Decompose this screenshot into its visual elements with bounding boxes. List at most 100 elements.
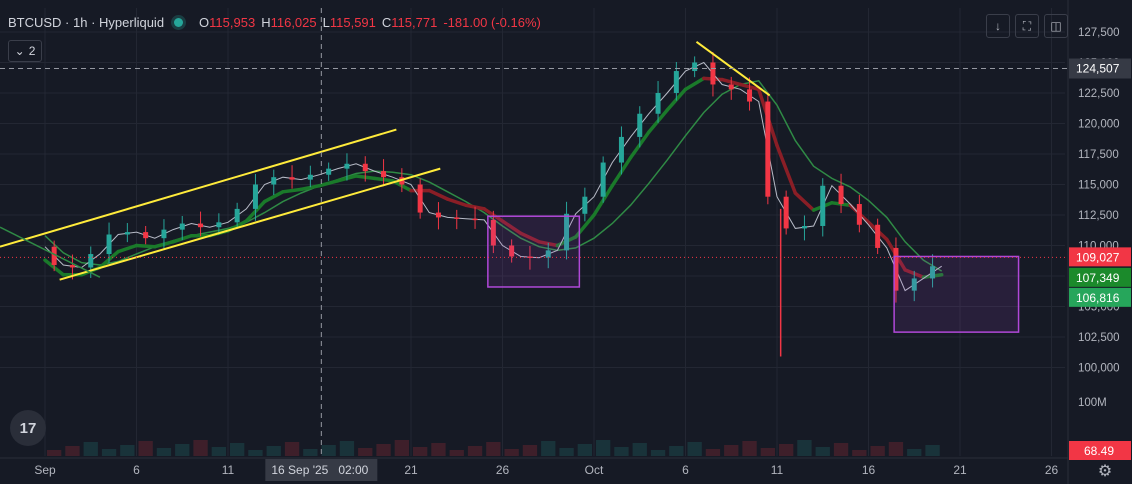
candle-body	[51, 246, 57, 266]
indicators-collapse-button[interactable]: ⌄ 2	[8, 40, 42, 62]
high-value: 116,025	[270, 14, 317, 30]
price-badge-label: 106,816	[1076, 291, 1120, 305]
x-tick-label: Sep	[34, 463, 56, 477]
price-badge	[1069, 267, 1131, 287]
candle-body	[198, 223, 204, 228]
price-badge	[1069, 287, 1131, 307]
volume-bar	[760, 448, 775, 456]
candle-body	[783, 196, 789, 229]
volume-bar	[266, 446, 281, 456]
candle-body	[728, 84, 734, 90]
volume-bar	[742, 441, 757, 456]
volume-bar	[358, 448, 373, 456]
y-tick-label: 100,000	[1078, 363, 1120, 375]
supertrend-segment	[519, 231, 541, 244]
volume-bar	[303, 449, 318, 456]
volume-bar	[833, 443, 849, 456]
volume-bar	[614, 447, 629, 456]
candle-body	[179, 223, 185, 230]
y-tick-label: 115,000	[1078, 180, 1119, 192]
volume-bar	[797, 440, 812, 456]
candle-body	[344, 163, 350, 169]
volume-bar	[193, 440, 208, 456]
candle-body	[600, 162, 606, 197]
candle-body	[692, 62, 698, 72]
volume-bar	[321, 445, 336, 456]
range-box-oct[interactable]	[893, 255, 1020, 333]
channel-upper-line[interactable]	[0, 128, 397, 248]
y-tick-label: 122,500	[1078, 88, 1120, 100]
close-value: 115,771	[391, 14, 438, 30]
x-tick-label: 26	[1045, 463, 1059, 477]
candle-body	[893, 247, 899, 291]
candle-body	[362, 163, 368, 172]
channel-lower-line[interactable]	[59, 167, 441, 281]
volume-bar	[504, 449, 519, 456]
volume-bar	[156, 448, 172, 456]
candle-body	[509, 245, 515, 257]
volume-bar	[486, 442, 501, 456]
crosshair-price-label: 124,507	[1076, 62, 1120, 76]
candle-body	[564, 213, 570, 251]
open-value: 115,953	[209, 14, 256, 30]
volume-bar	[907, 449, 922, 456]
crosshair-date-label: 16 Sep '25	[271, 463, 328, 477]
volume-bar	[596, 440, 611, 456]
arrow-down-icon[interactable]: ↓	[986, 14, 1010, 38]
x-tick-label: 6	[682, 463, 689, 477]
supertrend-segment	[427, 188, 450, 201]
candle-body	[472, 218, 478, 221]
gear-icon[interactable]: ⚙	[1097, 463, 1113, 480]
candle-body	[527, 256, 533, 258]
candle-body	[747, 89, 753, 102]
candle-body	[490, 219, 496, 246]
volume-bar	[870, 446, 885, 456]
candle-body	[106, 234, 112, 255]
x-tick-label: Oct	[585, 463, 604, 477]
volume-bar	[632, 443, 647, 456]
candle-body	[124, 232, 130, 235]
candle-body	[454, 217, 460, 219]
candle-body	[801, 225, 807, 229]
open-label: O	[199, 14, 210, 30]
supertrend-segment	[793, 191, 816, 212]
candle-body	[381, 171, 387, 178]
close-label: C	[381, 14, 392, 30]
tradingview-logo[interactable]: 17	[10, 410, 46, 446]
supertrend-segment	[683, 76, 706, 92]
candle-body	[216, 222, 222, 228]
price-axis[interactable]	[1068, 0, 1132, 484]
volume-bar	[724, 445, 739, 456]
candle-body	[930, 266, 936, 279]
supertrend-segment	[317, 179, 340, 188]
supertrend-segment	[445, 197, 468, 207]
chevron-down-icon: ⌄	[14, 44, 25, 58]
range-box-sep[interactable]	[487, 215, 581, 288]
candle-body	[673, 71, 679, 93]
volume-bar	[541, 441, 556, 456]
high-label: H	[261, 14, 271, 30]
low-label: L	[322, 14, 330, 30]
volume-bar	[650, 450, 666, 456]
candle-body	[582, 196, 588, 214]
volume-bar	[211, 447, 226, 456]
crosshair-time-badge	[265, 459, 378, 481]
symbol-title[interactable]: BTCUSD · 1h · Hyperliquid	[8, 14, 165, 30]
indicator-badge-label: 68.49	[1084, 444, 1114, 458]
x-tick-label: 16	[862, 463, 876, 477]
volume-bar	[815, 447, 830, 456]
camera-icon[interactable]: ◫	[1044, 14, 1068, 38]
fullscreen-icon[interactable]: ⛶	[1015, 14, 1039, 38]
price-badge-label: 107,349	[1076, 271, 1120, 285]
supertrend-segment	[116, 243, 139, 254]
volume-bar	[120, 445, 135, 456]
volume-bar	[449, 450, 464, 456]
candle-body	[326, 168, 332, 175]
volume-bar	[138, 441, 153, 456]
y-tick-label: 102,500	[1078, 332, 1120, 344]
candle-body	[637, 113, 643, 137]
price-badge-label: 109,027	[1076, 250, 1120, 264]
volume-bar	[779, 444, 794, 456]
candle-body	[655, 93, 661, 114]
